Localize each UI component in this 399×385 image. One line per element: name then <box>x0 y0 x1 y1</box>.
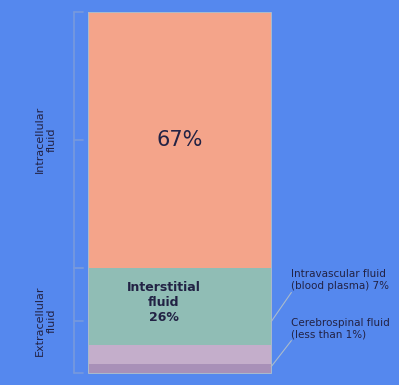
Text: Cerebrospinal fluid
(less than 1%): Cerebrospinal fluid (less than 1%) <box>291 318 390 340</box>
Text: 67%: 67% <box>156 130 203 149</box>
Bar <box>88 268 271 345</box>
Text: Intracellular
fluid: Intracellular fluid <box>35 106 57 173</box>
Bar <box>88 345 271 364</box>
Text: Extracellular
fluid: Extracellular fluid <box>35 285 57 356</box>
Bar <box>88 12 271 373</box>
Text: Interstitial
fluid
26%: Interstitial fluid 26% <box>126 281 201 324</box>
Bar <box>88 364 271 373</box>
Bar <box>88 12 271 268</box>
Text: Intravascular fluid
(blood plasma) 7%: Intravascular fluid (blood plasma) 7% <box>291 269 389 291</box>
